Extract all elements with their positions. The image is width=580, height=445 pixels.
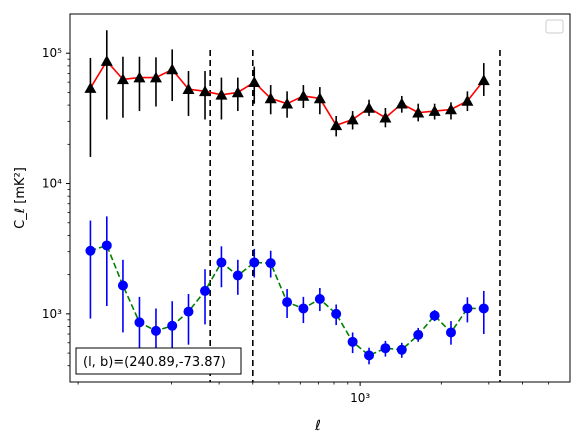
triangle-marker bbox=[215, 88, 228, 100]
circle-marker bbox=[167, 320, 178, 331]
circle-marker bbox=[445, 327, 456, 338]
annotation-text: (l, b)=(240.89,-73.87) bbox=[83, 355, 226, 370]
triangle-marker bbox=[133, 71, 146, 83]
circle-marker bbox=[396, 344, 407, 355]
circle-marker bbox=[478, 303, 489, 314]
triangle-marker bbox=[264, 92, 277, 104]
triangle-marker bbox=[346, 113, 359, 125]
triangle-marker bbox=[444, 103, 457, 115]
y-tick-label: 10³ bbox=[42, 307, 62, 321]
y-tick-label: 10⁵ bbox=[42, 46, 62, 60]
circle-marker bbox=[216, 257, 227, 268]
legend-box bbox=[545, 19, 564, 34]
triangle-marker bbox=[461, 94, 474, 106]
circle-marker bbox=[380, 343, 391, 354]
circle-marker bbox=[101, 240, 112, 251]
circle-marker bbox=[200, 285, 211, 296]
x-tick-label: 10³ bbox=[350, 391, 370, 405]
circle-marker bbox=[232, 270, 243, 281]
triangle-marker bbox=[297, 89, 310, 101]
circle-marker bbox=[298, 303, 309, 314]
circle-marker bbox=[429, 310, 440, 321]
triangle-marker bbox=[428, 105, 441, 116]
triangle-marker bbox=[116, 73, 129, 85]
triangle-marker bbox=[182, 83, 195, 94]
circle-marker bbox=[413, 329, 424, 340]
triangle-marker bbox=[379, 111, 392, 123]
annotation-box bbox=[75, 347, 242, 375]
circle-marker bbox=[364, 350, 375, 361]
circle-marker bbox=[150, 325, 161, 336]
circle-marker bbox=[183, 306, 194, 317]
circle-marker bbox=[331, 308, 342, 319]
triangle-marker bbox=[281, 97, 294, 109]
triangle-marker bbox=[84, 82, 97, 93]
triangle-marker bbox=[363, 101, 376, 113]
triangle-marker bbox=[149, 71, 162, 83]
triangle-marker bbox=[412, 106, 425, 118]
circle-marker bbox=[265, 258, 276, 269]
plot-background bbox=[70, 14, 570, 382]
circle-marker bbox=[249, 257, 260, 268]
triangle-marker bbox=[313, 92, 326, 104]
triangle-marker bbox=[395, 97, 408, 109]
triangle-marker bbox=[248, 76, 261, 87]
plot-frame bbox=[69, 13, 571, 383]
x-axis-label: ℓ bbox=[314, 418, 321, 434]
circle-marker bbox=[85, 245, 96, 256]
triangle-marker bbox=[100, 55, 113, 66]
circle-marker bbox=[134, 317, 145, 328]
triangle-marker bbox=[166, 63, 179, 75]
triangle-marker bbox=[330, 119, 343, 131]
circle-marker bbox=[314, 294, 325, 305]
y-axis-label: C_ℓ [mK²] bbox=[13, 167, 28, 229]
triangle-marker bbox=[477, 74, 490, 86]
circle-marker bbox=[462, 303, 473, 314]
triangle-marker bbox=[199, 85, 212, 97]
circle-marker bbox=[117, 280, 128, 291]
triangle-marker bbox=[231, 86, 244, 98]
circle-marker bbox=[282, 297, 293, 308]
circle-marker bbox=[347, 336, 358, 347]
y-tick-label: 10⁴ bbox=[42, 177, 62, 191]
